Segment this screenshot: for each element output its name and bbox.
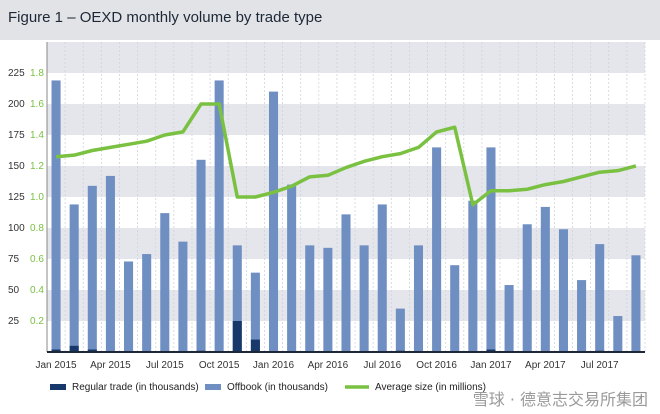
offbook-bar <box>178 241 188 352</box>
x-tick-label: Jan 2017 <box>470 360 512 371</box>
legend-label: Regular trade (in thousands) <box>72 382 199 393</box>
offbook-bar <box>142 254 152 352</box>
x-tick-label: Oct 2016 <box>416 360 457 371</box>
y-right-tick-label: 0.8 <box>30 223 44 234</box>
offbook-bar <box>160 213 170 352</box>
offbook-bar <box>395 308 405 352</box>
y-left-tick-label: 150 <box>8 161 25 172</box>
y-right-tick-label: 1.6 <box>30 99 44 110</box>
y-right-tick-label: 1.4 <box>30 130 44 141</box>
offbook-bar <box>69 204 79 352</box>
offbook-bar <box>232 245 242 352</box>
offbook-bar <box>323 247 333 352</box>
title-bar: Figure 1 – OEXD monthly volume by trade … <box>0 0 660 40</box>
offbook-bar <box>540 206 550 352</box>
x-tick-label: Jul 2016 <box>363 360 401 371</box>
y-right-tick-label: 1.0 <box>30 192 44 203</box>
offbook-bar <box>577 280 587 352</box>
offbook-bar <box>305 245 315 352</box>
offbook-bar <box>377 204 387 352</box>
y-right-tick-label: 1.2 <box>30 161 44 172</box>
average-size-line <box>55 102 637 207</box>
offbook-bar <box>214 80 224 352</box>
regular-trade-bar <box>87 349 97 352</box>
grid-band <box>47 42 645 73</box>
y-right-tick-label: 1.8 <box>30 68 44 79</box>
regular-trade-bar <box>250 339 260 352</box>
x-tick-label: Oct 2015 <box>199 360 240 371</box>
y-left-tick-label: 225 <box>8 68 25 79</box>
offbook-bar <box>51 80 61 352</box>
x-tick-label: Apr 2017 <box>525 360 566 371</box>
offbook-bar <box>196 159 206 352</box>
offbook-bar <box>595 244 605 352</box>
offbook-bar <box>87 185 97 352</box>
x-tick-label: Jan 2016 <box>253 360 295 371</box>
offbook-bar <box>558 229 568 352</box>
x-tick-label: Jan 2015 <box>35 360 77 371</box>
chart-title: Figure 1 – OEXD monthly volume by trade … <box>8 9 323 26</box>
offbook-bar <box>124 261 134 352</box>
chart-area: 25 50 75 100 125 150 175 200 225 0.2 0.4 0.6 0.8 1.0 1… <box>8 42 646 393</box>
y-left-tick-label: 50 <box>8 285 20 296</box>
offbook-bar <box>468 200 478 352</box>
offbook-bar <box>613 316 623 352</box>
offbook-bar <box>486 147 496 352</box>
y-left-tick-label: 100 <box>8 223 25 234</box>
legend-swatch <box>50 384 66 390</box>
y-left-tick-label: 125 <box>8 192 25 203</box>
y-left-tick-label: 200 <box>8 99 25 110</box>
regular-trade-bar <box>486 349 496 352</box>
regular-trade-bar <box>69 345 79 352</box>
y-left-tick-label: 175 <box>8 130 25 141</box>
offbook-bar <box>413 245 424 352</box>
offbook-bar <box>359 245 369 352</box>
offbook-bar <box>631 255 641 352</box>
offbook-bar <box>268 91 279 352</box>
x-tick-label: Apr 2015 <box>90 360 131 371</box>
y-right-tick-label: 0.6 <box>30 254 44 265</box>
grid-band <box>47 104 645 135</box>
legend-swatch <box>205 384 221 390</box>
offbook-bar <box>105 175 115 352</box>
y-left-tick-label: 75 <box>8 254 20 265</box>
x-tick-label: Apr 2016 <box>308 360 349 371</box>
regular-trade-bar <box>51 349 61 352</box>
regular-trade-bar <box>232 321 242 352</box>
y-left-tick-label: 25 <box>8 316 20 327</box>
offbook-bar <box>287 184 297 352</box>
offbook-bar <box>522 224 532 352</box>
grid-band <box>47 166 645 197</box>
offbook-bar <box>504 285 514 352</box>
y-right-tick-label: 0.2 <box>30 316 44 327</box>
offbook-bar <box>250 272 260 352</box>
legend-label: Offbook (in thousands) <box>227 382 328 393</box>
x-tick-label: Jul 2017 <box>581 360 619 371</box>
offbook-bar <box>432 147 442 352</box>
offbook-bar <box>450 265 460 352</box>
legend-label: Average size (in millions) <box>375 382 486 393</box>
watermark-text: 雪球 · 德意志交易所集团 <box>472 390 648 409</box>
offbook-bar <box>341 214 351 352</box>
x-tick-label: Jul 2015 <box>146 360 184 371</box>
y-right-tick-label: 0.4 <box>30 285 44 296</box>
